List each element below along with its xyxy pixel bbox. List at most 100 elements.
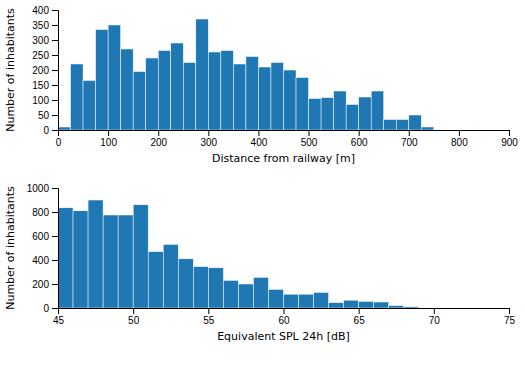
tick-label: 65 bbox=[354, 315, 366, 326]
x-axis: 0100200300400500600700800900 bbox=[56, 130, 519, 148]
tick-mark bbox=[509, 130, 510, 136]
axis-line bbox=[52, 189, 59, 309]
tick: 200 bbox=[32, 279, 58, 290]
tick-label: 600 bbox=[351, 137, 368, 148]
y-axis-title: Number of inhabitants bbox=[4, 186, 17, 310]
histogram-bar bbox=[346, 105, 359, 131]
histogram-bar bbox=[58, 127, 71, 130]
histogram-bar bbox=[146, 58, 159, 130]
histogram-bar bbox=[96, 30, 109, 131]
histogram-bar bbox=[193, 267, 208, 308]
histogram-bar bbox=[133, 205, 148, 308]
tick-mark bbox=[108, 130, 109, 136]
histogram-bar bbox=[494, 308, 509, 309]
tick: 400 bbox=[251, 130, 268, 148]
histogram-bar bbox=[133, 72, 146, 131]
tick: 65 bbox=[354, 308, 366, 326]
axis-line bbox=[59, 309, 510, 315]
tick: 200 bbox=[150, 130, 167, 148]
histogram-bar bbox=[321, 98, 334, 130]
histogram-bar bbox=[223, 280, 238, 308]
histogram-bar bbox=[434, 308, 449, 309]
tick-mark bbox=[52, 115, 58, 116]
tick-mark bbox=[52, 100, 58, 101]
tick-label: 60 bbox=[278, 315, 290, 326]
tick: 800 bbox=[451, 130, 468, 148]
tick-label: 1000 bbox=[27, 183, 50, 194]
histogram-bar bbox=[73, 211, 88, 308]
tick-mark bbox=[52, 212, 58, 213]
tick-label: 100 bbox=[32, 95, 49, 106]
panel: 4550556065707502004006008001000Equivalen… bbox=[4, 183, 515, 343]
histogram-bar bbox=[83, 81, 96, 131]
histogram-bar bbox=[178, 259, 193, 308]
histogram-bar bbox=[419, 308, 434, 309]
histogram-bar bbox=[158, 51, 171, 131]
tick: 45 bbox=[53, 308, 65, 326]
histogram-bar bbox=[396, 120, 409, 131]
tick-label: 800 bbox=[32, 207, 49, 218]
tick: 400 bbox=[32, 255, 58, 266]
tick-mark bbox=[359, 130, 360, 136]
tick-mark bbox=[434, 308, 435, 314]
tick-label: 150 bbox=[32, 80, 49, 91]
histogram-bar bbox=[371, 91, 384, 130]
tick-label: 300 bbox=[32, 35, 49, 46]
histogram-bar bbox=[71, 64, 84, 130]
tick-label: 70 bbox=[429, 315, 441, 326]
y-axis: 02004006008001000 bbox=[27, 183, 59, 314]
histogram-bar bbox=[404, 307, 419, 308]
tick-mark bbox=[459, 130, 460, 136]
tick: 700 bbox=[401, 130, 418, 148]
x-axis-title: Distance from railway [m] bbox=[212, 152, 355, 165]
tick-label: 0 bbox=[56, 137, 62, 148]
tick-mark bbox=[52, 284, 58, 285]
tick: 200 bbox=[32, 65, 58, 76]
tick-mark bbox=[52, 236, 58, 237]
tick: 60 bbox=[278, 308, 290, 326]
histogram-bar bbox=[258, 67, 271, 130]
histogram-bar bbox=[271, 63, 284, 131]
tick-label: 55 bbox=[203, 315, 215, 326]
tick: 70 bbox=[429, 308, 441, 326]
tick-label: 250 bbox=[32, 50, 49, 61]
x-axis: 45505560657075 bbox=[53, 308, 516, 326]
tick: 0 bbox=[56, 130, 62, 148]
y-axis-title: Number of inhabitants bbox=[4, 8, 17, 132]
tick-mark bbox=[208, 130, 209, 136]
tick-label: 500 bbox=[301, 137, 318, 148]
histogram-bar bbox=[409, 115, 422, 130]
tick-mark bbox=[409, 130, 410, 136]
histogram-bar bbox=[88, 200, 103, 308]
tick-label: 45 bbox=[53, 315, 65, 326]
histogram-bar bbox=[208, 268, 223, 308]
histogram-bar bbox=[309, 99, 322, 131]
tick-label: 0 bbox=[43, 125, 49, 136]
tick-label: 50 bbox=[128, 315, 140, 326]
histogram-bar bbox=[334, 91, 347, 130]
histogram-bar bbox=[268, 289, 283, 308]
histogram-bar bbox=[118, 215, 133, 308]
tick: 500 bbox=[301, 130, 318, 148]
histogram-bar bbox=[374, 302, 389, 308]
bars bbox=[58, 200, 419, 308]
histogram-bar bbox=[284, 294, 299, 308]
tick-mark bbox=[52, 130, 58, 131]
tick-label: 200 bbox=[32, 279, 49, 290]
tick-mark bbox=[258, 130, 259, 136]
histogram-bar bbox=[148, 252, 163, 308]
tick-label: 800 bbox=[451, 137, 468, 148]
histogram-bar bbox=[359, 97, 372, 130]
tick-label: 200 bbox=[32, 65, 49, 76]
tick: 350 bbox=[32, 20, 58, 31]
tick-mark bbox=[509, 308, 510, 314]
tick-label: 300 bbox=[200, 137, 217, 148]
tick: 100 bbox=[100, 130, 117, 148]
tick-mark bbox=[52, 85, 58, 86]
histogram-bar bbox=[183, 63, 196, 131]
histogram-bar bbox=[163, 244, 178, 308]
axis-line bbox=[59, 131, 510, 137]
histogram-bar bbox=[314, 292, 329, 308]
tick: 100 bbox=[32, 95, 58, 106]
tick-mark bbox=[158, 130, 159, 136]
